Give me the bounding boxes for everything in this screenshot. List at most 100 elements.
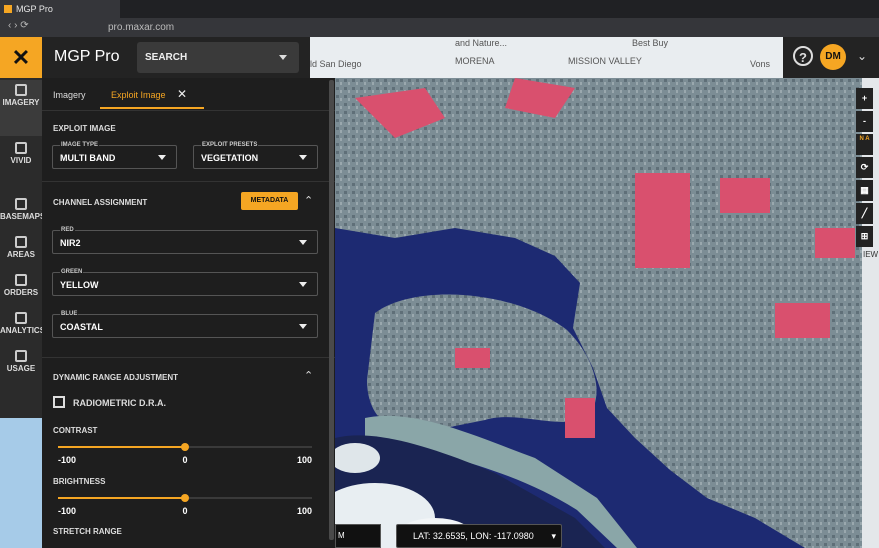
nav-rail: IMAGERY VIVID BASEMAPS AREAS ORDERS ANALYTICS…: [0, 78, 46, 418]
map-label: MISSION VALLEY: [568, 56, 642, 66]
nav-item[interactable]: VIVID: [0, 138, 42, 178]
dropdown-value: VEGETATION: [201, 153, 259, 163]
edge-text: IEW: [863, 250, 879, 259]
checkbox[interactable]: [53, 396, 65, 408]
user-avatar[interactable]: DM: [820, 44, 846, 70]
slider-label: BRIGHTNESS: [53, 477, 106, 486]
nav-item[interactable]: BASEMAPS: [0, 194, 46, 234]
dra-title: DYNAMIC RANGE ADJUSTMENT: [53, 373, 179, 382]
map-toolbar: + - N A ⟳ ▦ ╱ ⊞: [856, 88, 879, 248]
channel-dropdown[interactable]: RED NIR2: [52, 227, 318, 254]
measure-tool[interactable]: ╱: [856, 203, 873, 224]
map-label: ld San Diego: [310, 59, 362, 69]
browser-tabbar: MGP Pro: [0, 0, 879, 18]
slider-tick-label: 0: [182, 506, 187, 516]
scale-text: M: [338, 531, 345, 540]
slider-tick-label: 0: [182, 455, 187, 465]
slider-tick-label: 100: [297, 455, 312, 465]
cloud: [335, 443, 380, 473]
divider: [42, 110, 335, 111]
nav-item[interactable]: USAGE: [0, 346, 42, 386]
close-tab[interactable]: ✕: [177, 87, 188, 101]
tab-icon: [4, 5, 12, 13]
nav-label: ORDERS: [3, 288, 39, 297]
divider: [42, 181, 335, 182]
app-name: MGP Pro: [54, 48, 120, 65]
address-bar: ‹ › ⟳ pro.maxar.com: [0, 18, 879, 37]
dropdown-value: MULTI BAND: [60, 153, 116, 163]
image-type-dropdown[interactable]: IMAGE TYPE MULTI BAND: [52, 142, 177, 169]
nav-icon: [15, 312, 27, 324]
nav-label: VIVID: [10, 156, 32, 165]
slider-thumb[interactable]: [181, 443, 189, 451]
layers-tool[interactable]: ▦: [856, 180, 873, 201]
grid-tool[interactable]: ⊞: [856, 226, 873, 247]
rotate-tool[interactable]: ⟳: [856, 157, 873, 178]
map-edge: [0, 418, 42, 548]
slider-tick-label: -100: [58, 506, 76, 516]
map-label: Vons: [750, 59, 771, 69]
nav-item[interactable]: AREAS: [0, 232, 42, 272]
zoom-out[interactable]: -: [856, 111, 873, 132]
nav-icon: [15, 142, 27, 154]
channel-dropdown[interactable]: BLUE COASTAL: [52, 311, 318, 338]
nav-icon: [15, 350, 27, 362]
tab-title: MGP Pro: [16, 4, 53, 14]
nav-item[interactable]: ANALYTICS: [0, 308, 45, 348]
search-dropdown[interactable]: SEARCH: [137, 42, 299, 73]
dropdown-label: IMAGE TYPE: [60, 142, 100, 148]
street-map-strip: ld San Diego and Nature... Best Buy MORENA M…: [310, 37, 783, 78]
scrollbar[interactable]: [329, 80, 334, 540]
logo[interactable]: ✕: [0, 37, 42, 78]
collapse-icon[interactable]: ⌃: [304, 195, 314, 207]
nav-item[interactable]: ORDERS: [0, 270, 42, 310]
nav-icon: [15, 274, 27, 286]
coordinates-text: LAT: 32.6535, LON: -117.0980: [413, 531, 534, 541]
help-button[interactable]: ?: [793, 46, 813, 66]
stretch-title: STRETCH RANGE: [53, 527, 122, 536]
collapse-icon[interactable]: ⌃: [304, 370, 314, 382]
nav-arrows[interactable]: ‹ › ⟳: [8, 20, 29, 31]
tab-underline: [100, 107, 204, 109]
coordinates-caret: ▾: [551, 531, 556, 541]
dropdown-value: NIR2: [60, 238, 81, 248]
exploit-panel: Imagery Exploit Image ✕ EXPLOIT IMAGE IM…: [42, 78, 335, 548]
browser-tab[interactable]: MGP Pro: [0, 0, 120, 18]
sliders: CONTRAST -100 0 100 BRIGHTNESS -100 0 100: [53, 426, 312, 516]
dropdown-label: BLUE: [60, 311, 79, 317]
radiometric-label: RADIOMETRIC D.R.A.: [73, 398, 166, 408]
dropdown-value: YELLOW: [60, 280, 99, 290]
zoom-in[interactable]: +: [856, 88, 873, 109]
tab-exploit[interactable]: Exploit Image: [111, 90, 166, 100]
user-menu-caret[interactable]: ⌄: [857, 49, 868, 63]
nav-label: IMAGERY: [2, 98, 40, 107]
nav-label: USAGE: [6, 364, 36, 373]
nav-item[interactable]: IMAGERY: [0, 80, 42, 136]
tab-imagery[interactable]: Imagery: [53, 90, 86, 100]
nav-label: BASEMAPS: [0, 212, 46, 221]
dropdown-label: RED: [60, 227, 75, 233]
metadata-button[interactable]: METADATA: [241, 192, 298, 210]
map-label: Best Buy: [632, 38, 669, 48]
channel-dropdown[interactable]: GREEN YELLOW: [52, 269, 318, 296]
divider: [42, 357, 335, 358]
user-area: ? DM ⌄: [783, 37, 879, 78]
slider-thumb[interactable]: [181, 494, 189, 502]
nav-icon: [15, 84, 27, 96]
scale-box: M: [335, 524, 381, 548]
presets-dropdown[interactable]: EXPLOIT PRESETS VEGETATION: [193, 142, 318, 169]
coordinates[interactable]: LAT: 32.6535, LON: -117.0980 ▾: [396, 524, 562, 548]
north-arrow[interactable]: N A: [856, 134, 873, 155]
dropdown-label: EXPLOIT PRESETS: [201, 142, 259, 148]
section-title: EXPLOIT IMAGE: [53, 124, 116, 133]
strand: [365, 415, 637, 548]
channel-title: CHANNEL ASSIGNMENT: [53, 198, 148, 207]
satellite-map[interactable]: [335, 78, 879, 548]
slider-tick-label: -100: [58, 455, 76, 465]
url[interactable]: pro.maxar.com: [108, 22, 175, 33]
vegetation: [355, 78, 855, 438]
map-label: and Nature...: [455, 38, 508, 48]
nav-icon: [15, 236, 27, 248]
map-label: MORENA: [455, 56, 495, 66]
